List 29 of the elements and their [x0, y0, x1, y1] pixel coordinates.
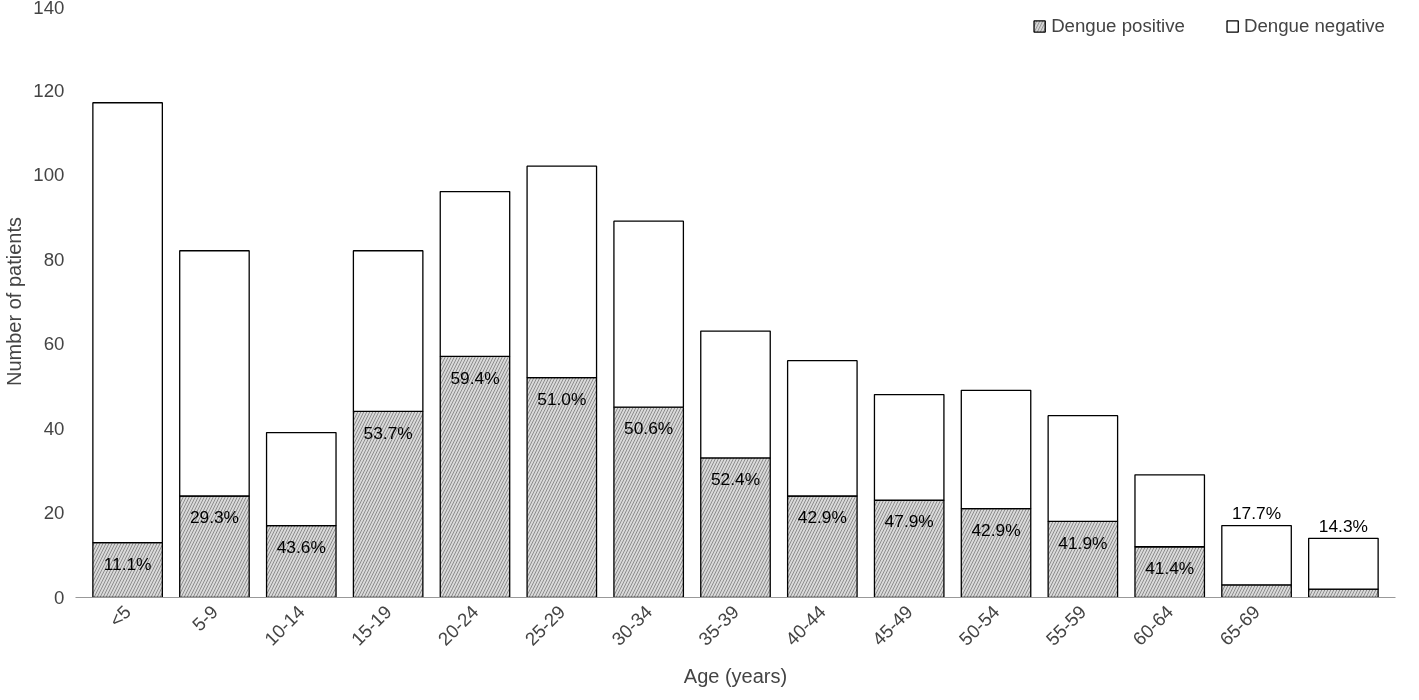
annotation: 51.0%: [537, 388, 587, 409]
annotation: 41.9%: [1058, 532, 1108, 553]
y-tick-label: 40: [43, 417, 65, 439]
annotation: 52.4%: [710, 469, 761, 490]
x-tick-label: <5: [105, 601, 136, 631]
annotation: 14.3%: [1318, 515, 1368, 536]
annotation: 29.3%: [189, 507, 240, 528]
x-axis-title: Age (years): [683, 665, 788, 688]
y-tick-label: 60: [43, 333, 65, 355]
annotation: 59.4%: [450, 367, 500, 388]
y-tick-label: 140: [33, 0, 65, 18]
annotation: 11.1%: [103, 553, 152, 574]
annotation: 41.4%: [1145, 557, 1195, 578]
y-tick-label: 80: [43, 248, 65, 270]
annotation: 17.7%: [1231, 502, 1282, 523]
annotation: 43.6%: [276, 536, 326, 557]
y-axis-title: Number of patients: [3, 217, 26, 386]
y-tick-label: 120: [33, 79, 65, 101]
legend-label: Dengue negative: [1243, 15, 1385, 37]
annotation: 42.9%: [797, 507, 847, 528]
x-tick-label: 5-9: [187, 601, 222, 635]
y-tick-label: 20: [43, 502, 65, 524]
annotation: 42.9%: [971, 519, 1021, 540]
annotation: 50.6%: [624, 418, 674, 439]
annotation: 53.7%: [363, 422, 413, 443]
y-tick-label: 0: [54, 587, 65, 608]
legend-label: Dengue positive: [1051, 15, 1185, 37]
annotation: 47.9%: [884, 511, 934, 532]
y-tick-label: 100: [33, 164, 65, 186]
